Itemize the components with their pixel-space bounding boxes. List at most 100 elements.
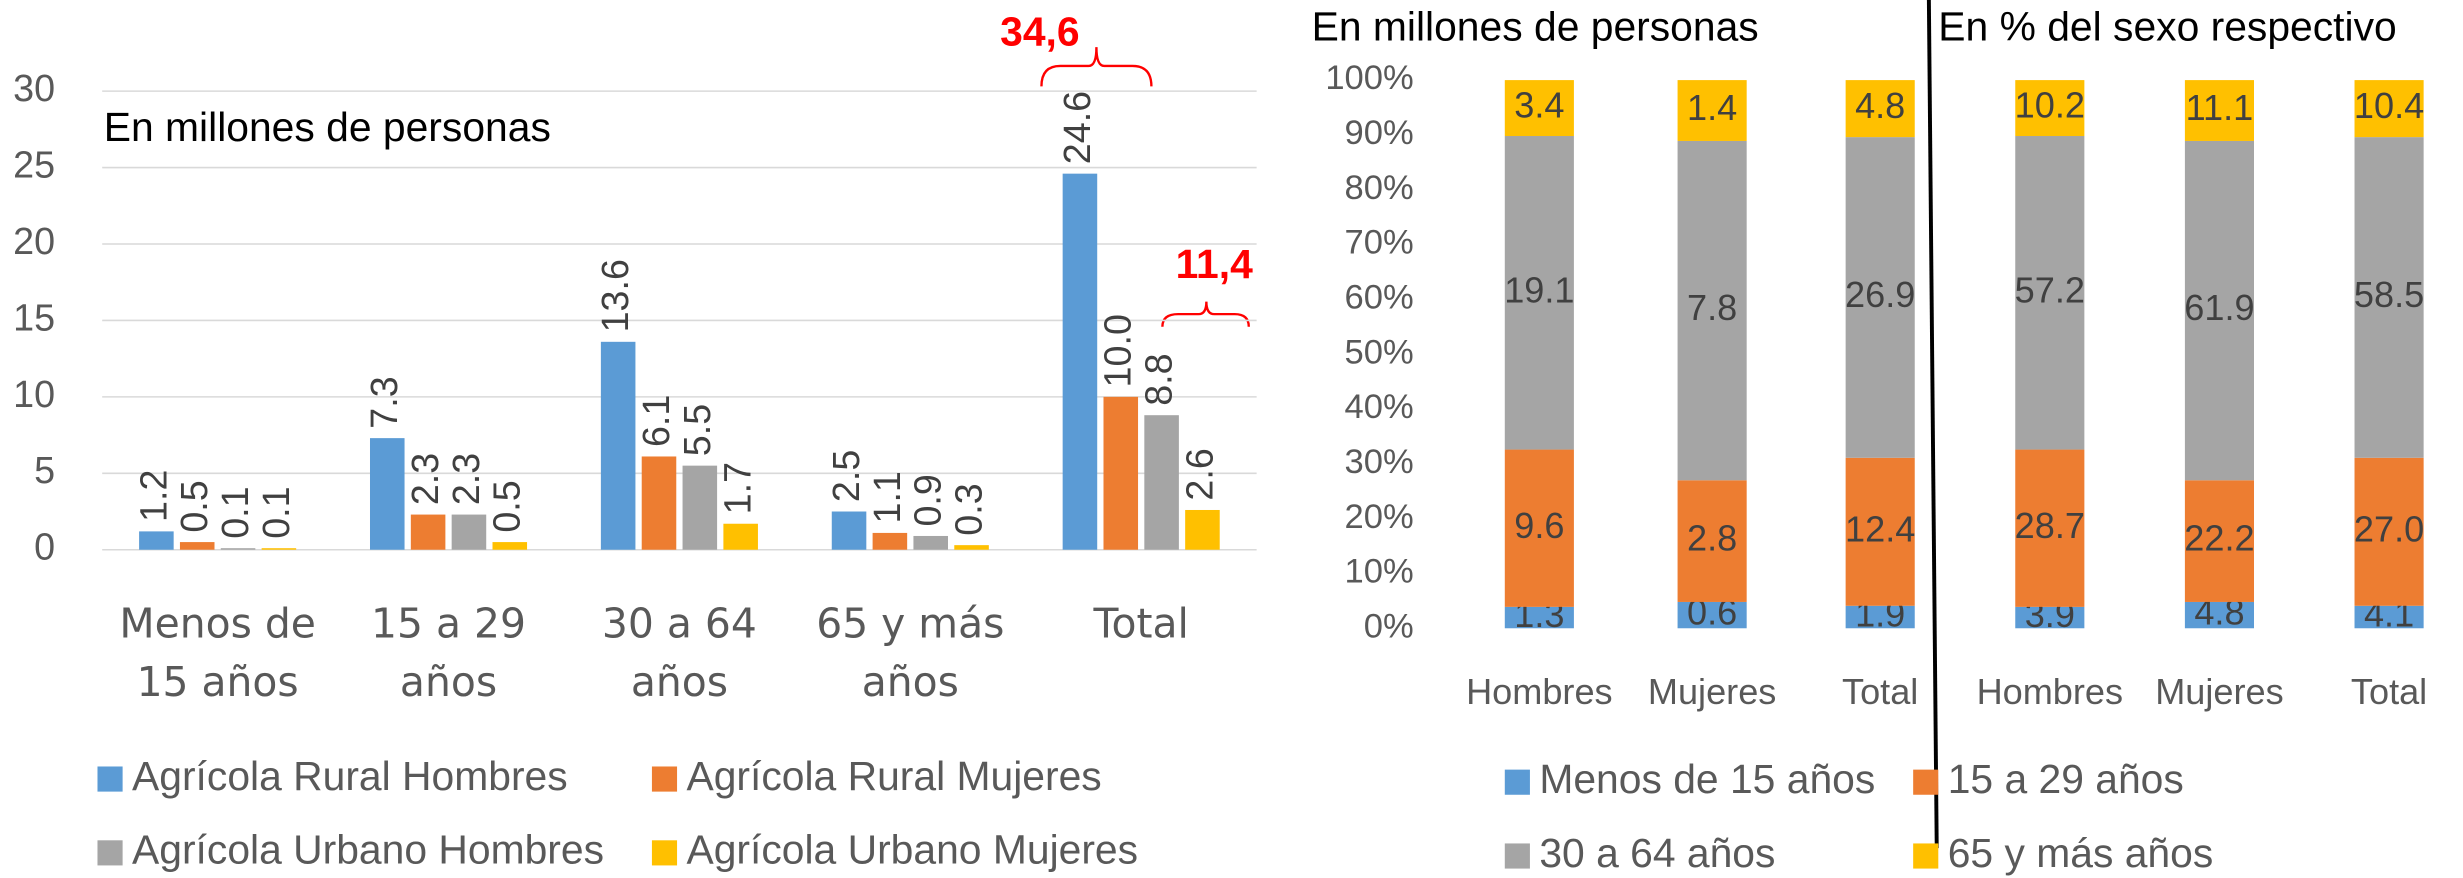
y-tick-label: 0	[34, 526, 55, 568]
y-tick-label: 50%	[1345, 333, 1414, 371]
bar	[261, 548, 297, 550]
bar-segment	[2015, 136, 2085, 450]
bar	[1062, 173, 1098, 550]
separator	[1926, 0, 1939, 849]
data-label: 0.3	[948, 483, 990, 535]
data-label: 1.7	[717, 462, 759, 514]
y-tick-label: 20	[13, 220, 55, 262]
bar-segment	[2354, 457, 2424, 606]
chart-subtitle: En millones de personas	[104, 104, 551, 150]
legend-swatch	[1913, 843, 1939, 869]
data-label: 1.4	[1687, 87, 1737, 128]
data-label: 19.1	[1504, 269, 1574, 310]
bar-segment	[1845, 137, 1915, 458]
legend-label: 65 y más años	[1948, 830, 2214, 876]
data-label: 10.0	[1097, 314, 1139, 387]
data-label: 9.6	[1514, 505, 1564, 546]
bar	[139, 531, 174, 550]
bar-segment	[1677, 80, 1747, 141]
legend-swatch	[651, 840, 678, 866]
x-tick-label: 15 a 29 años	[371, 601, 526, 707]
data-label: 12.4	[1845, 508, 1915, 549]
bar	[954, 545, 989, 550]
legend-swatch	[97, 766, 123, 792]
bar	[641, 456, 677, 550]
data-label: 26.9	[1845, 274, 1915, 315]
legend-swatch	[651, 766, 678, 792]
y-tick-label: 90%	[1345, 114, 1414, 152]
bar	[451, 514, 487, 550]
data-label: 5.5	[676, 404, 718, 456]
data-label: 1.1	[866, 471, 908, 523]
x-tick-label: 65 y más años	[816, 601, 1005, 707]
bar-segment	[2184, 601, 2255, 629]
y-tick-label: 60%	[1345, 278, 1414, 316]
data-label: 22.2	[2184, 518, 2254, 559]
x-tick-label-box: 15 a 29 años	[371, 601, 526, 707]
annotation: 11,4	[1176, 241, 1254, 287]
data-label: 2.3	[404, 453, 446, 505]
bar	[1103, 396, 1139, 550]
bar-segment	[2184, 480, 2255, 602]
legend-swatch	[1504, 843, 1530, 869]
bar-segment	[1677, 601, 1747, 629]
x-tick-label: Total	[1842, 671, 1918, 712]
y-tick-label: 10	[13, 373, 55, 415]
x-tick-label: Mujeres	[2155, 671, 2283, 712]
data-label: 3.4	[1514, 85, 1564, 126]
x-tick-label-box: 30 a 64 años	[601, 601, 757, 707]
y-tick-label: 0%	[1364, 607, 1414, 645]
legend-swatch	[1913, 769, 1939, 795]
x-tick-label-box: Total	[1093, 601, 1189, 649]
legend-swatch	[1504, 769, 1530, 795]
bar	[369, 438, 405, 550]
bar-segment	[1504, 449, 1574, 607]
bar-segment	[2354, 605, 2424, 629]
y-tick-label: 10%	[1345, 553, 1414, 591]
y-tick-label: 70%	[1345, 224, 1414, 262]
bar-segment	[1504, 606, 1574, 629]
x-tick-label: 30 a 64 años	[601, 601, 757, 707]
legend-swatch	[97, 840, 123, 866]
data-label: 24.6	[1056, 91, 1098, 164]
data-label: 7.8	[1687, 287, 1737, 328]
bar-segment	[1677, 480, 1747, 602]
legend-label: Menos de 15 años	[1539, 756, 1875, 802]
data-label: 10.4	[2354, 85, 2424, 126]
y-tick-label: 15	[13, 296, 55, 338]
x-tick-label-box: Menos de 15 años	[119, 601, 316, 707]
annotation-brace	[1040, 47, 1153, 87]
bar	[410, 514, 446, 550]
legend-label: Agrícola Rural Hombres	[132, 753, 568, 799]
data-label: 61.9	[2184, 287, 2254, 328]
y-tick-label: 30%	[1345, 443, 1414, 481]
data-label: 57.2	[2015, 269, 2085, 310]
bar-segment	[2184, 140, 2255, 481]
bar	[1144, 415, 1179, 550]
bar	[1185, 509, 1220, 550]
bar	[179, 542, 215, 550]
legend-label: 15 a 29 años	[1948, 756, 2184, 802]
bar-segment	[1845, 605, 1915, 629]
bar	[492, 542, 528, 550]
bar	[220, 548, 256, 550]
bar-segment	[2354, 137, 2424, 458]
bar	[600, 341, 636, 550]
annotation: 34,6	[1000, 8, 1079, 54]
x-tick-label: Total	[2351, 671, 2427, 712]
bar	[913, 535, 948, 550]
data-label: 2.3	[445, 453, 487, 505]
legend-label: Agrícola Urbano Hombres	[132, 827, 604, 873]
y-tick-label: 100%	[1325, 59, 1413, 97]
data-label: 27.0	[2354, 508, 2424, 549]
data-label: 28.7	[2015, 505, 2085, 546]
x-tick-label: Total	[1093, 601, 1189, 649]
bar-segment	[1845, 457, 1915, 606]
data-label: 2.5	[825, 450, 867, 502]
bar-segment	[1504, 80, 1574, 137]
bar-segment	[2015, 606, 2085, 629]
data-label: 1.2	[132, 470, 174, 522]
x-tick-label: Menos de 15 años	[119, 601, 316, 707]
data-label: 10.2	[2015, 85, 2085, 126]
